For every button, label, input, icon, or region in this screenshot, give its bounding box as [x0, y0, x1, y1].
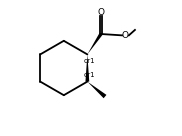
Text: O: O: [122, 31, 129, 40]
Polygon shape: [87, 82, 106, 98]
Polygon shape: [87, 33, 102, 54]
Text: or1: or1: [83, 58, 95, 64]
Text: O: O: [97, 8, 104, 17]
Polygon shape: [86, 54, 89, 82]
Text: or1: or1: [83, 72, 95, 78]
